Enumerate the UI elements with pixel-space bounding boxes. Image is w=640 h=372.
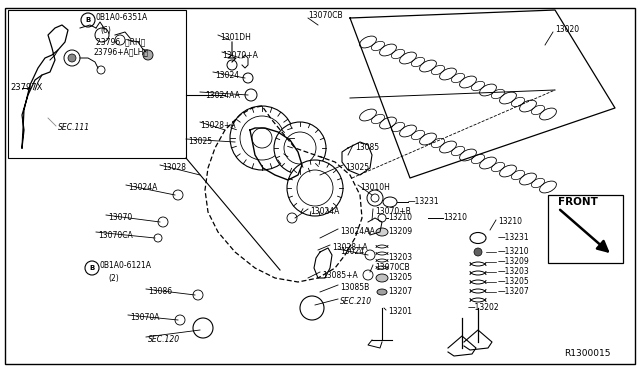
Circle shape [371, 194, 379, 202]
Text: 13086: 13086 [148, 288, 172, 296]
Text: 13024AA: 13024AA [340, 228, 375, 237]
Circle shape [68, 54, 76, 62]
Circle shape [143, 50, 153, 60]
Text: —13231: —13231 [498, 234, 530, 243]
Text: 23796  〈RH〉: 23796 〈RH〉 [96, 38, 145, 46]
Circle shape [367, 190, 383, 206]
Text: 13070CB: 13070CB [308, 10, 342, 19]
Circle shape [95, 28, 109, 42]
Circle shape [175, 315, 185, 325]
Text: 13203: 13203 [388, 253, 412, 263]
Text: 13024: 13024 [215, 71, 239, 80]
Text: FRONT: FRONT [558, 197, 598, 207]
Text: —13203: —13203 [498, 267, 530, 276]
Text: 13070A: 13070A [130, 314, 159, 323]
Text: —13202: —13202 [468, 304, 500, 312]
Text: —13210: —13210 [498, 247, 530, 257]
Bar [8, 10, 186, 158]
Circle shape [245, 89, 257, 101]
Text: —13231: —13231 [408, 198, 440, 206]
Text: 13028: 13028 [162, 164, 186, 173]
Circle shape [97, 66, 105, 74]
Text: 0B1A0-6351A: 0B1A0-6351A [96, 13, 148, 22]
Text: 13085: 13085 [355, 144, 379, 153]
Text: 23797X: 23797X [10, 83, 42, 93]
Circle shape [115, 35, 125, 45]
Text: 13070+B: 13070+B [375, 208, 411, 217]
Ellipse shape [383, 197, 397, 207]
Circle shape [158, 217, 168, 227]
Text: R1300015: R1300015 [564, 350, 611, 359]
Bar [548, 195, 623, 263]
Text: 13201: 13201 [388, 308, 412, 317]
Text: 13210: 13210 [443, 214, 467, 222]
Text: 1301DH: 1301DH [220, 33, 251, 42]
Text: 13070CA: 13070CA [98, 231, 132, 240]
Circle shape [193, 290, 203, 300]
Text: 13024A: 13024A [310, 208, 339, 217]
Text: 13024AA: 13024AA [205, 90, 240, 99]
Text: (2): (2) [108, 273, 119, 282]
Circle shape [284, 132, 316, 164]
Circle shape [378, 214, 386, 222]
Text: 0B1A0-6121A: 0B1A0-6121A [100, 260, 152, 269]
Circle shape [287, 213, 297, 223]
Text: 13010H: 13010H [360, 183, 390, 192]
Ellipse shape [470, 232, 486, 244]
Ellipse shape [376, 274, 388, 282]
Circle shape [240, 116, 284, 160]
Text: —13207: —13207 [498, 288, 530, 296]
Circle shape [64, 50, 80, 66]
Text: 23796+A〈LH〉: 23796+A〈LH〉 [93, 48, 148, 57]
Circle shape [243, 73, 253, 83]
Text: 13070CB: 13070CB [375, 263, 410, 273]
Text: 13025: 13025 [345, 164, 369, 173]
Text: 13070: 13070 [108, 214, 132, 222]
Text: B: B [90, 265, 95, 271]
Text: SEC.210: SEC.210 [340, 298, 372, 307]
Circle shape [363, 270, 373, 280]
Text: 13205: 13205 [388, 273, 412, 282]
Circle shape [252, 128, 272, 148]
Circle shape [154, 234, 162, 242]
Text: (6): (6) [100, 26, 111, 35]
Circle shape [287, 160, 343, 216]
Circle shape [274, 122, 326, 174]
Text: 13025: 13025 [188, 138, 212, 147]
Text: 13085B: 13085B [340, 283, 369, 292]
Text: —13205: —13205 [498, 278, 530, 286]
Text: B: B [85, 17, 91, 23]
Text: 13209: 13209 [388, 228, 412, 237]
Circle shape [365, 250, 375, 260]
Text: 13028+A: 13028+A [200, 121, 236, 129]
Circle shape [474, 248, 482, 256]
Circle shape [300, 296, 324, 320]
Ellipse shape [376, 228, 388, 236]
Text: —13209: —13209 [498, 257, 530, 266]
Text: 13210: 13210 [498, 218, 522, 227]
Text: 13207: 13207 [388, 288, 412, 296]
Circle shape [227, 60, 237, 70]
Text: 13020: 13020 [555, 26, 579, 35]
Text: 13210: 13210 [388, 214, 412, 222]
Text: 13085+A: 13085+A [322, 270, 358, 279]
Text: 13028+A: 13028+A [332, 244, 367, 253]
Circle shape [297, 170, 333, 206]
Ellipse shape [377, 289, 387, 295]
Text: 13070+A: 13070+A [222, 51, 258, 60]
Text: SEC.120: SEC.120 [148, 336, 180, 344]
Circle shape [173, 190, 183, 200]
Text: SEC.111: SEC.111 [58, 124, 90, 132]
Circle shape [230, 106, 294, 170]
Text: 13024A: 13024A [128, 183, 157, 192]
Circle shape [193, 318, 213, 338]
Text: 13024: 13024 [340, 247, 364, 257]
